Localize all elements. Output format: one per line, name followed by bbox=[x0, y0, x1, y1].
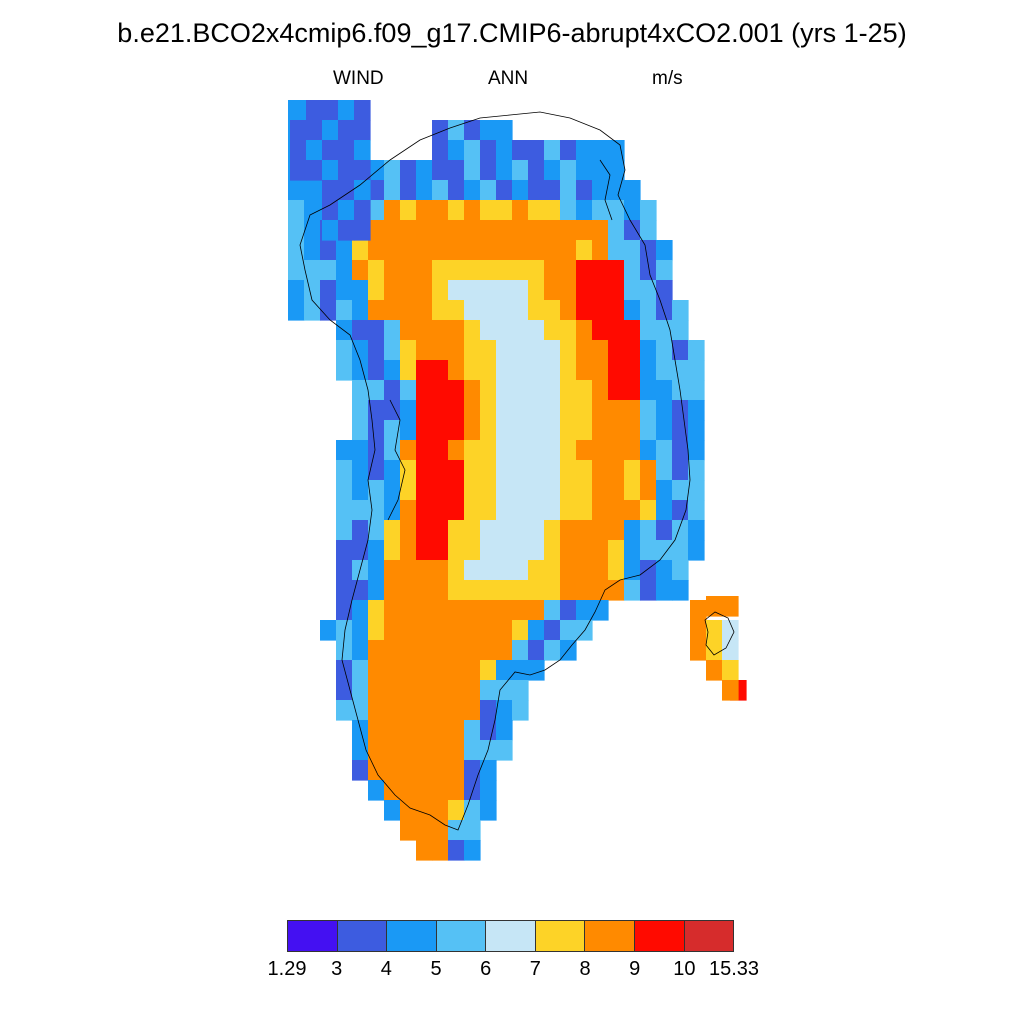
colorbar-swatch bbox=[436, 921, 487, 951]
figure-title: b.e21.BCO2x4cmip6.f09_g17.CMIP6-abrupt4x… bbox=[117, 18, 907, 48]
colorbar-tick-label: 5 bbox=[430, 958, 442, 980]
colorbar bbox=[287, 920, 734, 952]
colorbar-swatch bbox=[288, 921, 338, 951]
colorbar-tick-label: 7 bbox=[529, 958, 541, 980]
map-cells bbox=[288, 100, 747, 861]
season-label: ANN bbox=[488, 68, 529, 89]
colorbar-tick-label: 8 bbox=[579, 958, 591, 980]
colorbar-tick-label: 9 bbox=[629, 958, 641, 980]
colorbar-tick-label: 4 bbox=[380, 958, 392, 980]
colorbar-swatch bbox=[486, 921, 536, 951]
colorbar-tick-label: 10 bbox=[673, 958, 696, 980]
colorbar-swatch bbox=[634, 921, 685, 951]
colorbar-swatch bbox=[387, 921, 437, 951]
colorbar-labels: 1.29 3 4 5 6 7 8 9 10 15.33 bbox=[0, 958, 1024, 988]
colorbar-tick-label: 15.33 bbox=[708, 958, 760, 980]
units-label: m/s bbox=[652, 68, 683, 89]
colorbar-tick-label: 3 bbox=[331, 958, 343, 980]
colorbar-tick-label: 6 bbox=[480, 958, 492, 980]
colorbar-tick-label: 1.29 bbox=[267, 958, 307, 980]
colorbar-swatch bbox=[535, 921, 586, 951]
coastline bbox=[299, 111, 735, 831]
colorbar-swatch bbox=[585, 921, 635, 951]
colorbar-swatch bbox=[337, 921, 388, 951]
variable-label: WIND bbox=[333, 68, 384, 89]
colorbar-swatch bbox=[684, 921, 734, 951]
